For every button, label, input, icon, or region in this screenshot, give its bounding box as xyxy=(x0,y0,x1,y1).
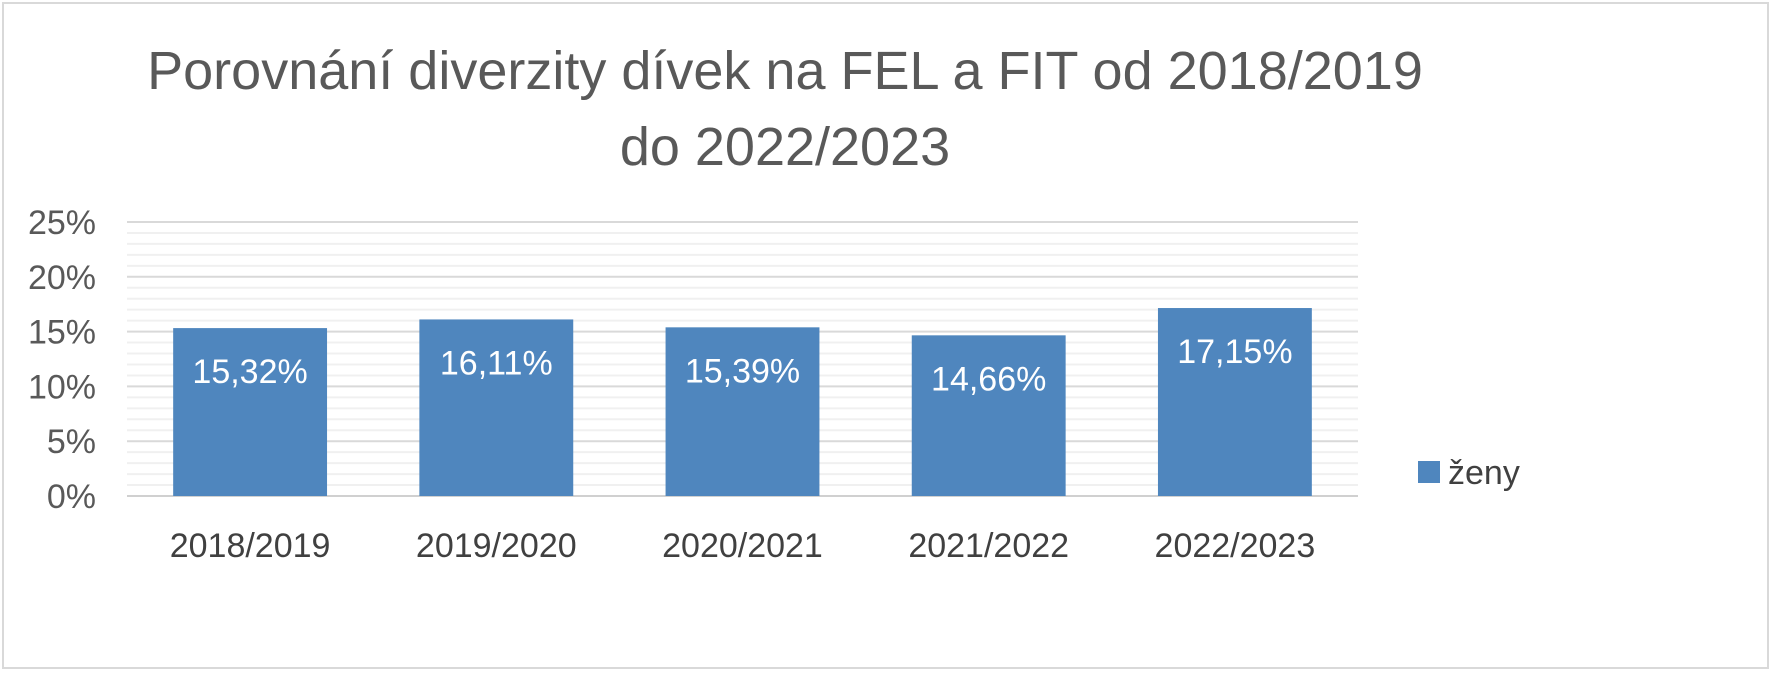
legend: ženy xyxy=(1418,454,1520,492)
bar xyxy=(173,328,328,496)
chart-title: Porovnání diverzity dívek na FEL a FIT o… xyxy=(147,41,1423,177)
bar-data-label: 15,32% xyxy=(192,353,307,391)
x-category-label: 2020/2021 xyxy=(662,527,823,565)
y-tick-label: 25% xyxy=(28,204,96,242)
minor-gridlines xyxy=(127,231,1358,487)
bar-data-label: 15,39% xyxy=(685,352,800,390)
bar-data-label: 16,11% xyxy=(440,344,553,382)
bar xyxy=(911,335,1066,496)
legend-label: ženy xyxy=(1448,454,1520,492)
x-category-label: 2022/2023 xyxy=(1155,527,1316,565)
x-category-label: 2018/2019 xyxy=(170,527,331,565)
chart-title-line-1: Porovnání diverzity dívek na FEL a FIT o… xyxy=(147,41,1423,101)
bar xyxy=(1157,308,1312,496)
chart-canvas: Porovnání diverzity dívek na FEL a FIT o… xyxy=(28,41,1520,565)
x-axis-categories: 2018/2019 2019/2020 2020/2021 2021/2022 2022… xyxy=(170,527,1316,565)
data-labels: 15,32% 16,11% 15,39% 14,66% 17,15% xyxy=(192,333,1292,398)
bar xyxy=(419,319,574,496)
legend-swatch xyxy=(1418,461,1440,483)
y-tick-label: 15% xyxy=(28,314,96,352)
y-tick-label: 5% xyxy=(47,423,96,461)
x-category-label: 2021/2022 xyxy=(908,527,1069,565)
chart-title-line-2: do 2022/2023 xyxy=(620,117,950,177)
bar-data-label: 14,66% xyxy=(931,360,1046,398)
y-tick-label: 10% xyxy=(28,368,96,406)
y-axis-ticks: 0% 5% 10% 15% 20% 25% xyxy=(28,204,96,516)
bar-series xyxy=(173,308,1312,496)
bar xyxy=(665,327,820,496)
y-tick-label: 0% xyxy=(47,478,96,516)
bar-data-label: 17,15% xyxy=(1177,333,1292,371)
y-tick-label: 20% xyxy=(28,259,96,297)
x-category-label: 2019/2020 xyxy=(416,527,577,565)
